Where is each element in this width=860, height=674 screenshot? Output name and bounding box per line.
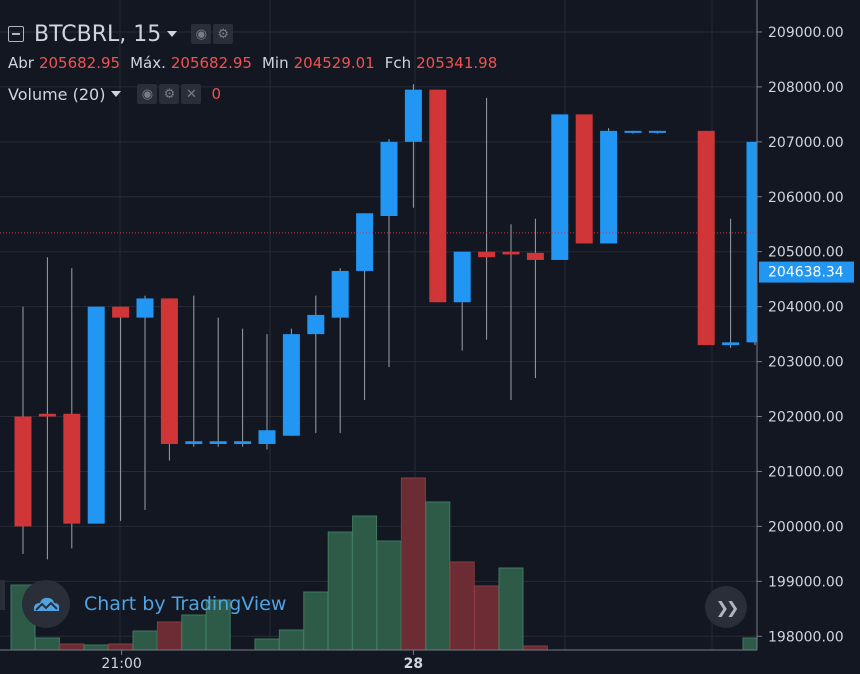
price-tick-label: 206000.00 (768, 190, 844, 206)
last-price-badge (759, 261, 854, 283)
volume-legend: Volume (20) ◉ ⚙ ✕ 0 (8, 82, 221, 106)
high-label: Máx. (130, 54, 166, 72)
candle-up (600, 130, 618, 244)
eye-icon[interactable]: ◉ (191, 24, 212, 44)
volume-bar (474, 585, 500, 651)
time-tick-label: 28 (404, 656, 423, 670)
volume-bar (254, 638, 280, 651)
price-tick-label: 202000.00 (768, 410, 844, 426)
price-tick-label: 209000.00 (768, 25, 844, 41)
close-value: 205341.98 (416, 54, 498, 72)
price-tick-label: 207000.00 (768, 135, 844, 151)
price-tick-label: 208000.00 (768, 80, 844, 96)
open-label: Abr (8, 54, 34, 72)
candle-up (453, 251, 471, 303)
candle-up (551, 114, 569, 260)
scroll-to-realtime-button[interactable]: ❯❯ (705, 586, 747, 628)
candle-down (160, 298, 178, 444)
candle-down (526, 252, 544, 260)
candle-up (185, 441, 203, 444)
candle-down (429, 89, 447, 303)
candle-down (38, 413, 56, 417)
tradingview-watermark[interactable]: Chart by TradingView (22, 580, 286, 628)
high-value: 205682.95 (170, 54, 252, 72)
candle-down (63, 413, 81, 524)
gear-icon[interactable]: ⚙ (213, 24, 234, 44)
volume-bar (327, 531, 353, 651)
price-tick-label: 203000.00 (768, 355, 844, 371)
volume-bar (522, 645, 548, 651)
candle-down (575, 114, 593, 244)
candle-up (258, 430, 276, 444)
candle-up (722, 342, 740, 346)
candle-down (112, 306, 130, 318)
volume-bar (376, 540, 402, 651)
candle-up (87, 306, 105, 524)
candle-up (136, 298, 154, 318)
open-value: 205682.95 (38, 54, 121, 72)
volume-bar (400, 477, 426, 651)
price-tick-label: 198000.00 (768, 629, 844, 645)
price-tick-label: 205000.00 (768, 245, 844, 261)
ohlc-legend: Abr 205682.95 Máx. 205682.95 Min 204529.… (8, 54, 507, 72)
gear-icon[interactable]: ⚙ (159, 84, 180, 104)
candle-down (502, 251, 520, 255)
volume-study-label[interactable]: Volume (20) (8, 84, 106, 104)
tradingview-cloud-icon (22, 580, 70, 628)
volume-bar (132, 630, 158, 651)
eye-icon[interactable]: ◉ (137, 84, 158, 104)
candle-down (478, 251, 496, 258)
price-tick-label: 204000.00 (768, 300, 844, 316)
last-price-label: 204638.34 (768, 265, 844, 281)
low-label: Min (261, 54, 289, 72)
price-axis[interactable] (757, 0, 860, 670)
candle-up (307, 314, 325, 335)
candle-up (234, 441, 252, 444)
candle-up (648, 130, 666, 133)
candle-up (624, 130, 642, 133)
volume-bar (108, 643, 134, 651)
volume-bar (498, 567, 524, 651)
candle-up (380, 141, 398, 217)
left-scroll-edge[interactable] (0, 580, 5, 610)
close-icon[interactable]: ✕ (181, 84, 202, 104)
double-chevron-right-icon: ❯❯ (715, 597, 740, 617)
candle-down (14, 416, 32, 527)
volume-bar (449, 561, 475, 651)
volume-bar (83, 644, 109, 651)
symbol-interval[interactable]: BTCBRL, 15 (34, 21, 162, 47)
volume-bar (425, 501, 451, 651)
low-value: 204529.01 (293, 54, 375, 72)
price-tick-label: 201000.00 (768, 464, 844, 480)
chevron-down-icon[interactable] (167, 31, 178, 37)
candle-up (209, 441, 227, 444)
candle-down (697, 130, 715, 346)
candle-up (404, 89, 422, 142)
volume-bar (59, 643, 85, 651)
price-tick-label: 200000.00 (768, 519, 844, 535)
watermark-text: Chart by TradingView (84, 593, 287, 615)
candle-up (282, 334, 300, 436)
time-tick-label: 21:00 (101, 656, 141, 670)
close-label: Fch (384, 54, 412, 72)
volume-bar (278, 629, 304, 651)
candle-up (331, 270, 349, 318)
chart-legend-header: BTCBRL, 15 ◉ ⚙ (8, 18, 235, 50)
volume-bar (352, 515, 378, 651)
candle-up (356, 213, 374, 271)
volume-bar (34, 637, 60, 651)
price-tick-label: 199000.00 (768, 574, 844, 590)
volume-bar (303, 591, 329, 651)
chevron-down-icon[interactable] (111, 91, 122, 97)
collapse-legend-button[interactable] (8, 26, 24, 42)
volume-value: 0 (211, 85, 221, 103)
